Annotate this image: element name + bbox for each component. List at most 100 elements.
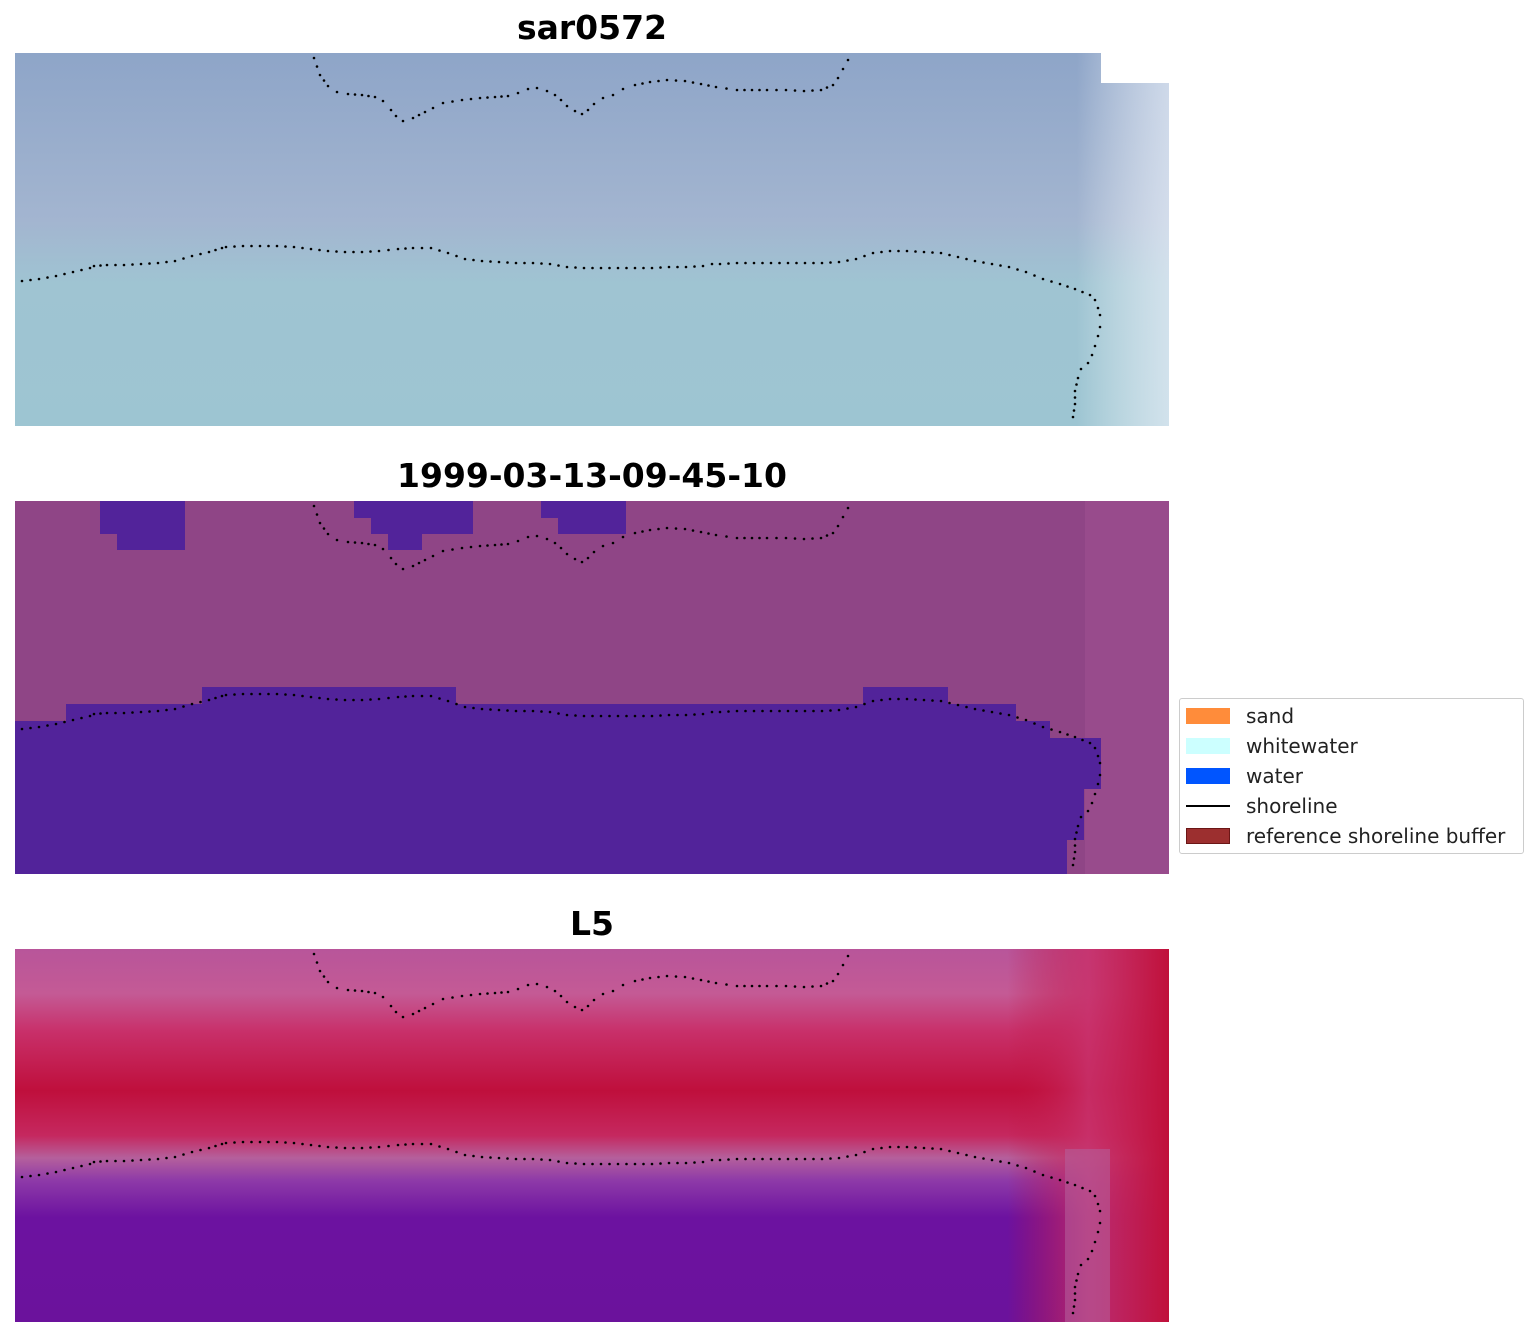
shoreline-point	[224, 1141, 228, 1145]
shoreline-point	[750, 984, 754, 988]
shoreline-point	[897, 249, 900, 253]
shoreline-point	[765, 984, 769, 988]
shoreline-point	[657, 79, 660, 83]
shoreline-point	[500, 991, 503, 994]
shoreline-point	[718, 710, 722, 714]
shoreline-point	[691, 977, 695, 980]
shoreline-point	[387, 1144, 390, 1148]
shoreline-point	[394, 1010, 398, 1014]
shoreline-point	[880, 1146, 883, 1150]
shoreline-point	[548, 1158, 552, 1162]
shoreline-point	[429, 694, 433, 698]
shoreline-point	[665, 78, 669, 82]
shoreline-point	[888, 697, 892, 701]
shoreline-point	[633, 83, 637, 87]
shoreline-point	[322, 527, 326, 530]
ndwi-image	[15, 949, 1169, 1322]
shoreline-point	[1098, 773, 1102, 777]
shoreline-point	[846, 506, 850, 510]
shoreline-point	[803, 261, 807, 265]
shoreline-point	[335, 1146, 338, 1149]
shoreline-point	[621, 983, 625, 987]
shoreline-point	[455, 1150, 458, 1154]
shoreline-point	[565, 1161, 569, 1165]
shoreline-point	[599, 714, 603, 718]
shoreline-point	[990, 262, 994, 266]
shoreline-point	[389, 108, 393, 112]
shoreline-point	[611, 989, 615, 993]
shoreline-point	[973, 707, 977, 711]
shoreline-point	[616, 714, 620, 718]
shoreline-point	[825, 534, 829, 537]
shoreline-point	[214, 696, 217, 700]
shoreline-point	[1075, 831, 1078, 834]
shoreline-point	[802, 89, 806, 93]
shoreline-point	[63, 720, 66, 724]
shoreline-point	[854, 257, 858, 261]
shoreline-point	[1076, 1272, 1080, 1276]
shoreline-point	[423, 558, 427, 562]
shoreline-point	[148, 1158, 151, 1161]
shoreline-point	[92, 264, 96, 268]
shoreline-point	[1024, 718, 1028, 722]
shoreline-point	[863, 1150, 866, 1154]
shoreline-point	[214, 248, 217, 252]
shoreline-point	[1093, 746, 1097, 750]
shoreline-point	[360, 250, 364, 254]
shoreline-point	[540, 1158, 543, 1161]
shoreline-point	[674, 975, 678, 978]
shoreline-point	[633, 979, 637, 983]
legend-item-shoreline: shoreline	[1186, 794, 1338, 818]
legend-item-whitewater: whitewater	[1186, 734, 1358, 758]
sand-swatch-icon	[1186, 708, 1230, 724]
shoreline-point	[1096, 754, 1100, 758]
shoreline-point	[648, 80, 652, 84]
shoreline-point	[233, 1141, 236, 1144]
shoreline-point	[369, 1146, 372, 1149]
shoreline-point	[973, 259, 977, 263]
shoreline-point	[463, 705, 467, 709]
shoreline-point	[446, 251, 450, 255]
shoreline-point	[493, 991, 497, 995]
shoreline-point	[301, 246, 304, 250]
shoreline-point	[335, 250, 338, 253]
shoreline-point	[1066, 733, 1069, 736]
shoreline-point	[914, 1146, 917, 1149]
shoreline-point	[497, 260, 501, 264]
shoreline-point	[1033, 1170, 1036, 1173]
shoreline-point	[545, 985, 549, 989]
shoreline-point	[377, 697, 381, 701]
shoreline-point	[648, 976, 652, 980]
shoreline-point	[139, 710, 143, 714]
shoreline-point	[752, 709, 756, 713]
shoreline-point	[803, 709, 807, 713]
panel-title-classified: 1999-03-13-09-45-10	[397, 456, 787, 495]
shoreline-point	[156, 1157, 160, 1161]
shoreline-point	[131, 263, 134, 266]
shoreline-point	[939, 1147, 943, 1151]
shoreline-point	[114, 711, 117, 715]
shoreline-point	[586, 556, 590, 560]
shoreline-point	[965, 257, 968, 261]
shoreline-point	[396, 695, 400, 699]
shoreline-point	[460, 546, 464, 550]
shoreline-point	[744, 261, 747, 265]
shoreline-point	[999, 1160, 1002, 1163]
shoreline-dots	[20, 56, 1102, 419]
legend-label: water	[1246, 764, 1303, 788]
shoreline-point	[819, 88, 823, 92]
panel-title-ndwi: L5	[570, 904, 614, 943]
shoreline-point	[905, 249, 909, 253]
shoreline-point	[836, 524, 840, 528]
shoreline-point	[1096, 306, 1100, 310]
shoreline-point	[99, 264, 102, 267]
shoreline-point	[318, 73, 322, 77]
shoreline-point	[20, 1175, 24, 1179]
shoreline-point	[80, 268, 83, 272]
shoreline-point	[315, 513, 319, 516]
shoreline-point	[346, 540, 350, 544]
shoreline-point	[1079, 367, 1083, 371]
shoreline-point	[233, 245, 236, 248]
shoreline-point	[469, 993, 473, 997]
shoreline-point	[580, 112, 584, 116]
